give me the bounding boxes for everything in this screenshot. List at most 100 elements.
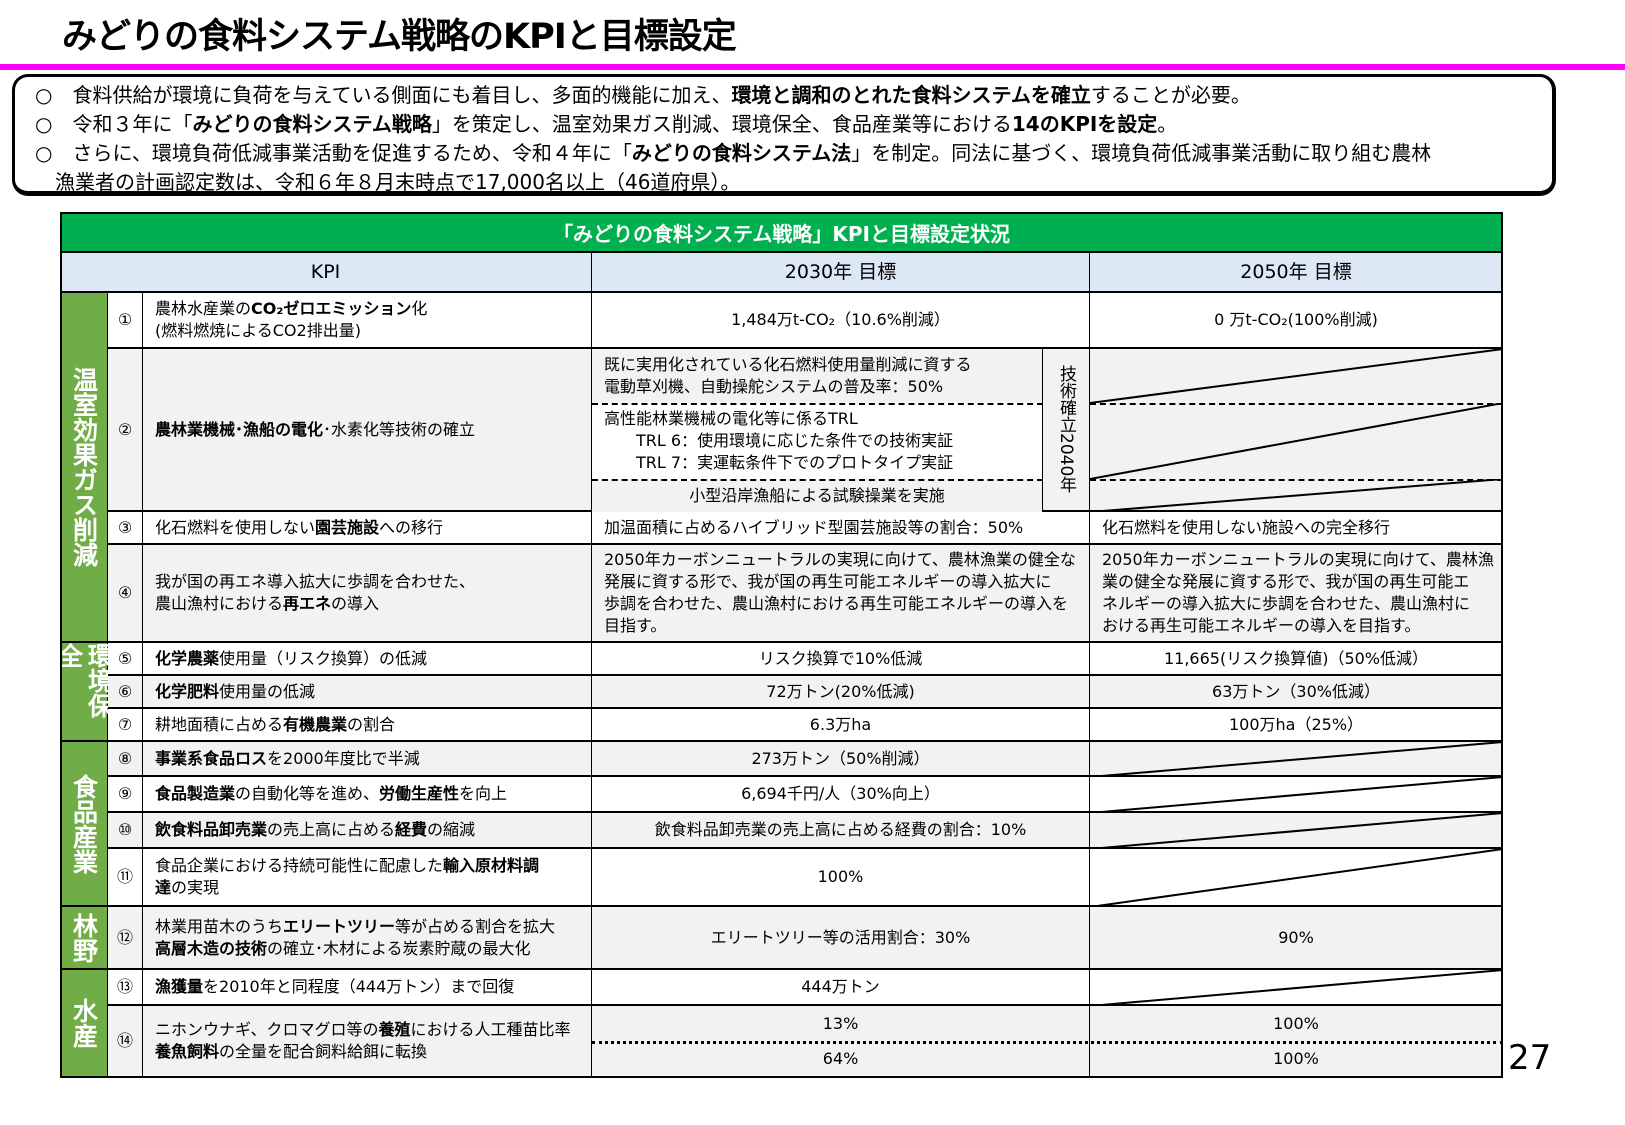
rich-text: 我が国の再エネ導入拡大に歩調を合わせた、 農山漁村における再エネの導入 [155,571,475,615]
row-number: ③ [108,512,143,545]
target-2050-cell: 11,665(リスク換算値)（50%低減） [1090,643,1503,676]
target-2030-cell: 6.3万ha [592,709,1090,742]
kpi-cell: 飲食料品卸売業の売上高に占める経費の縮減 [143,813,592,849]
number-text: ③ [117,517,133,537]
target-2030-cell: 飲食料品卸売業の売上高に占める経費の割合：10% [592,813,1090,849]
number-text: ⑫ [116,927,133,947]
bold-text: 化学農薬 [155,648,220,668]
bold-text: 労働生産性 [379,784,460,803]
rich-text: ニホンウナギ、クロマグロ等の養殖における人工種苗比率 養魚飼料の全量を配合飼料給… [155,1019,571,1063]
cell-text: 100% [1273,1014,1319,1033]
bold-text: みどりの食料システム法 [631,141,852,165]
text: の売上高に占める [267,820,396,839]
text: を2000年度比で半減 [267,748,420,768]
row-number: ⑪ [108,849,143,907]
target-2030-cell: 273万トン（50%削減） [592,742,1090,777]
text: における人工種苗比率 [410,1020,571,1039]
number-text: ④ [117,583,133,602]
text: の確立･木材による炭素貯蔵の最大化 [267,938,531,958]
text: の実現 [171,878,220,897]
target-2030-sub: 高性能林業機械の電化等に係るTRL TRL 6：使用環境に応じた条件での技術実証… [592,403,1043,479]
category-text: 林野 [69,912,99,963]
target-2030-sub: 13% [592,1006,1090,1042]
kpi-cell: 農林業機械･漁船の電化･水素化等技術の確立 [143,349,592,512]
text: 。 [1157,112,1178,136]
dashed-divider [1090,403,1503,405]
page-number: 27 [1508,1038,1552,1078]
cell-text: 2050年カーボンニュートラルの実現に向けて、農林漁業の健全な 発展に資する形で… [604,550,1076,635]
header-cell: 2030年 目標 [592,253,1090,293]
target-2030-sub: 既に実用化されている化石燃料使用量削減に資する 電動草刈機、自動操舵システムの普… [592,349,1043,403]
bold-text: 飲食料品卸売業 [155,820,268,839]
rich-text: 林業用苗木のうちエリートツリー等が占める割合を拡大 高層木造の技術の確立･木材に… [155,916,555,960]
text: の縮減 [427,820,476,839]
row-number: ⑬ [108,970,143,1006]
target-2050-cell [1090,849,1503,907]
rich-text: 化学肥料使用量の低減 [155,681,315,703]
cell-text: 273万トン（50%削減） [751,748,930,768]
target-2030-cell: リスク換算で10%低減 [592,643,1090,676]
number-text: ⑬ [116,977,133,996]
target-2050-cell [1090,813,1503,849]
target-2050-cell [1090,742,1503,777]
row-number: ① [108,293,143,349]
row-number: ⑧ [108,742,143,777]
target-2050-cell: 90% [1090,907,1503,970]
target-2050-cell: 63万トン（30%低減） [1090,676,1503,709]
text: 耕地面積に占める [155,714,284,734]
text: への移行 [379,517,444,537]
row-number: ⑥ [108,676,143,709]
cell-text: 100万ha（25%） [1228,714,1364,734]
kpi-cell: 林業用苗木のうちエリートツリー等が占める割合を拡大 高層木造の技術の確立･木材に… [143,907,592,970]
target-2030-cell: 72万トン(20%低減) [592,676,1090,709]
rich-text: ○ 令和３年に「みどりの食料システム戦略」を策定し、温室効果ガス削減、環境保全、… [35,112,1177,136]
bold-text: 養殖 [378,1020,411,1039]
row-number: ② [108,349,143,512]
bullet-item: ○ 令和３年に「みどりの食料システム戦略」を策定し、温室効果ガス削減、環境保全、… [35,110,1552,139]
rich-text: 食品製造業の自動化等を進め、労働生産性を向上 [155,783,507,805]
number-text: ⑦ [117,714,133,734]
text: 」を制定。同法に基づく、環境負荷低減事業活動に取り組む農林 漁業者の計画認定数は… [54,141,1432,194]
target-2050-sub: 100% [1090,1042,1503,1078]
header-label: 2050年 目標 [1240,261,1352,283]
bold-text: 環境と調和のとれた食料システムを確立 [731,83,1091,107]
kpi-cell: ニホンウナギ、クロマグロ等の養殖における人工種苗比率 養魚飼料の全量を配合飼料給… [143,1006,592,1078]
header-label: 2030年 目標 [784,261,897,283]
text: の導入 [331,594,380,613]
target-2030-sub: 64% [592,1042,1090,1078]
rich-text: 耕地面積に占める有機農業の割合 [155,714,395,736]
category-label: 温室効果ガス削減 [60,293,108,643]
number-text: ① [117,310,133,329]
kpi-cell: 漁獲量を2010年と同程度（444万トン）まで回復 [143,970,592,1006]
rich-text: ○ 食料供給が環境に負荷を与えている側面にも着目し、多面的機能に加え、環境と調和… [35,83,1251,107]
rich-text: 化石燃料を使用しない園芸施設への移行 [155,517,443,539]
cell-text: 2050年カーボンニュートラルの実現に向けて、農林漁 業の健全な発展に資する形で… [1102,550,1494,635]
kpi-cell: 事業系食品ロスを2000年度比で半減 [143,742,592,777]
cell-text: 63万トン（30%低減） [1212,681,1380,701]
rich-text: 食品企業における持続可能性に配慮した輸入原材料調 達の実現 [155,855,539,899]
bold-text: みどりの食料システム戦略 [192,112,432,136]
category-text: 食品産業 [69,773,99,874]
target-2050-cell: 100万ha（25%） [1090,709,1503,742]
bold-text: 事業系食品ロス [155,748,268,768]
number-text: ⑥ [117,681,133,701]
cell-text: 6.3万ha [809,714,872,734]
bold-text: 経費 [395,820,428,839]
header-label: KPI [310,261,341,283]
summary-box: ○ 食料供給が環境に負荷を与えている側面にも着目し、多面的機能に加え、環境と調和… [12,74,1556,196]
dashed-divider [592,403,1043,405]
row-number: ⑫ [108,907,143,970]
text: 林業用苗木のうち [155,916,284,936]
bullet-item: ○ 食料供給が環境に負荷を与えている側面にも着目し、多面的機能に加え、環境と調和… [35,81,1552,110]
row-number: ⑤ [108,643,143,676]
bold-text: 再エネ [283,594,332,613]
cell-text: 72万トン(20%低減) [766,681,915,701]
bold-text: CO₂ゼロエミッション [251,299,412,318]
bold-text: 農林業機械･漁船の電化 [155,419,324,439]
target-2030-cell: 444万トン [592,970,1090,1006]
text: ･水素化等技術の確立 [323,419,476,439]
cell-text: 444万トン [801,977,880,996]
target-2030-cell: エリートツリー等の活用割合：30% [592,907,1090,970]
number-text: ⑧ [117,748,133,768]
kpi-cell: 我が国の再エネ導入拡大に歩調を合わせた、 農山漁村における再エネの導入 [143,545,592,643]
